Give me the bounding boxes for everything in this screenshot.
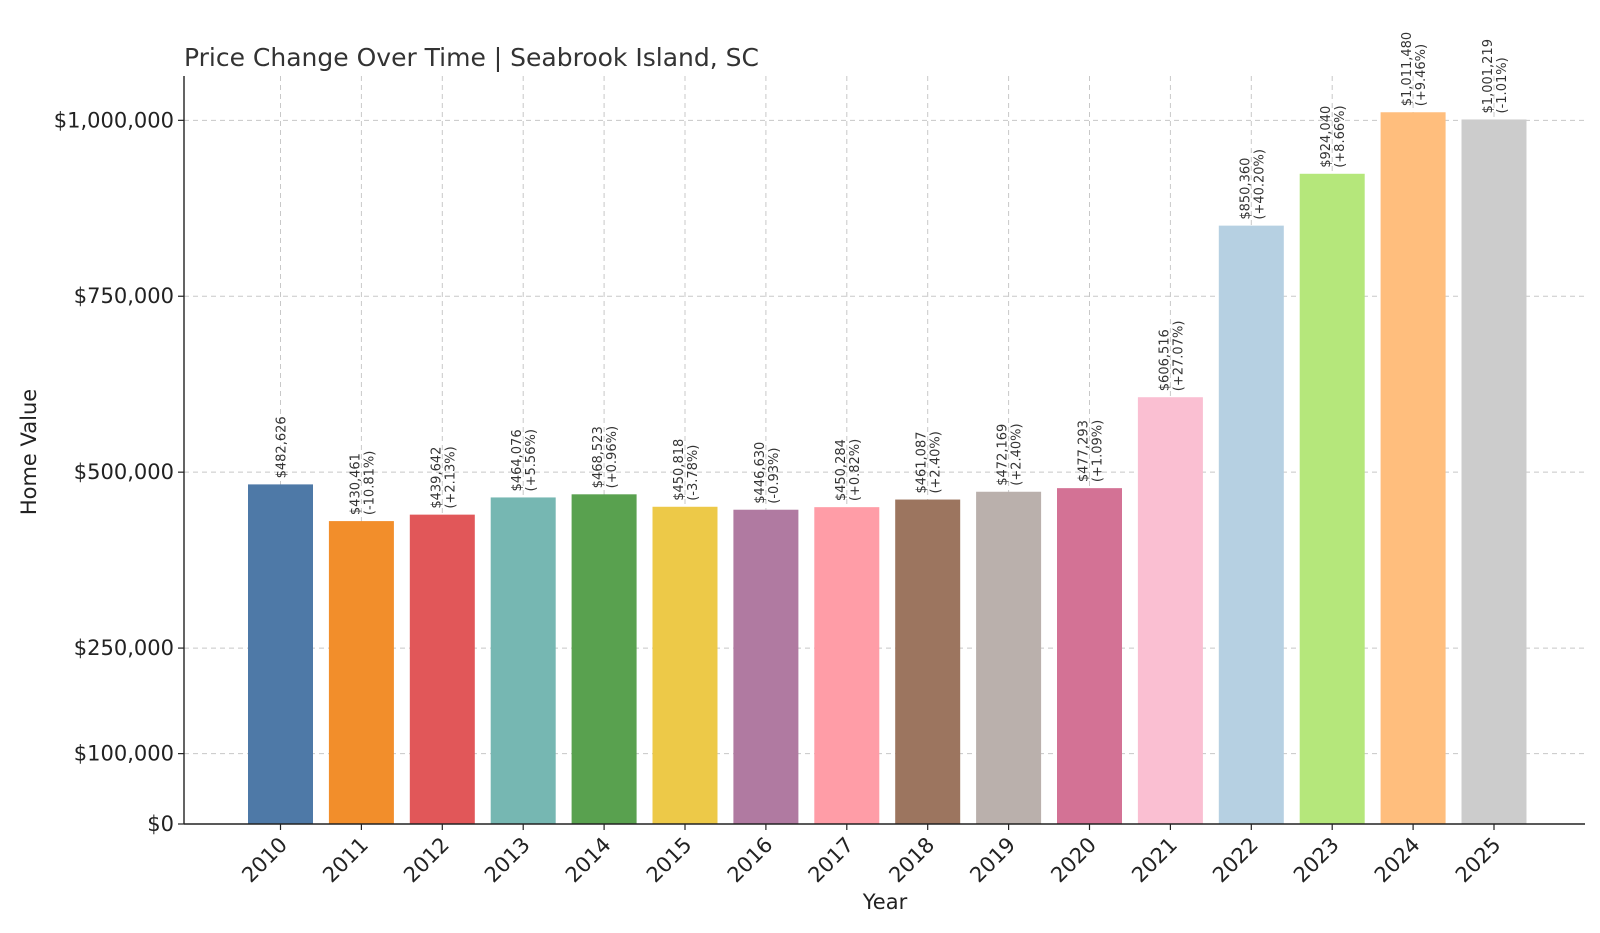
x-tick-label: 2024 xyxy=(1370,833,1425,888)
x-tick-label: 2014 xyxy=(561,833,616,888)
change-label: (-1.01%) xyxy=(1495,57,1510,113)
change-label: (+2.40%) xyxy=(929,431,944,493)
value-label: $924,040 xyxy=(1319,106,1334,168)
data-label-2019: $472,169 (+2.40%) xyxy=(996,423,1025,485)
bar-2021 xyxy=(1137,397,1203,824)
data-label-2011: $430,461 (-10.81%) xyxy=(348,451,377,515)
y-tick-labels: $0 $100,000 $250,000 $500,000 $750,000 $1,000… xyxy=(54,108,174,836)
change-label: (+5.56%) xyxy=(524,429,539,491)
bar-2018 xyxy=(895,499,961,824)
change-label: (-10.81%) xyxy=(362,451,377,515)
data-label-2012: $439,642 (+2.13%) xyxy=(429,446,458,508)
bar-2020 xyxy=(1057,488,1122,824)
bar-2022 xyxy=(1218,225,1284,824)
data-label-2017: $450,284 (+0.82%) xyxy=(834,439,863,501)
data-label-2022: $850,360 (+40.20%) xyxy=(1238,149,1267,220)
x-tick-label: 2019 xyxy=(965,833,1020,888)
value-label: $446,630 xyxy=(753,442,768,504)
change-label: (+9.46%) xyxy=(1414,44,1429,106)
bar-2016 xyxy=(733,509,799,824)
change-label: (-3.78%) xyxy=(686,445,701,501)
value-label: $477,293 xyxy=(1077,420,1092,482)
data-label-2018: $461,087 (+2.40%) xyxy=(915,431,944,493)
bar-2015 xyxy=(652,506,718,824)
data-label-2025: $1,001,219 (-1.01%) xyxy=(1481,39,1510,113)
value-label: $1,011,480 xyxy=(1400,32,1415,106)
bar-2012 xyxy=(409,514,475,824)
value-label: $439,642 xyxy=(429,447,444,509)
y-axis-label: Home Value xyxy=(17,389,41,515)
y-tick-label: $0 xyxy=(147,812,174,836)
x-axis-label: Year xyxy=(862,890,908,914)
x-tick-label: 2016 xyxy=(723,833,778,888)
data-label-2024: $1,011,480 (+9.46%) xyxy=(1400,32,1429,106)
value-label: $450,818 xyxy=(672,439,687,501)
y-tick-label: $250,000 xyxy=(74,636,174,660)
change-label: (+2.40%) xyxy=(1010,423,1025,485)
bar-2025 xyxy=(1461,119,1527,824)
x-tick-label: 2018 xyxy=(884,833,939,888)
y-tick-label: $1,000,000 xyxy=(54,108,174,132)
data-labels: $482,626 $430,461 (-10.81%) $439,642 (+2.13%… xyxy=(275,32,1511,515)
bar-2011 xyxy=(328,521,394,824)
axes xyxy=(178,76,1585,830)
bar-2024 xyxy=(1380,112,1446,824)
x-tick-label: 2010 xyxy=(237,833,292,888)
change-label: (+8.66%) xyxy=(1333,105,1348,167)
value-label: $482,626 xyxy=(275,416,290,478)
value-label: $468,523 xyxy=(591,426,606,488)
data-label-2014: $468,523 (+0.96%) xyxy=(591,426,620,488)
x-tick-label: 2023 xyxy=(1289,833,1344,888)
bar-2023 xyxy=(1299,173,1365,824)
change-label: (+2.13%) xyxy=(443,446,458,508)
y-tick-label: $500,000 xyxy=(74,460,174,484)
value-label: $430,461 xyxy=(348,453,363,515)
data-label-2013: $464,076 (+5.56%) xyxy=(510,429,539,491)
value-label: $461,087 xyxy=(915,432,930,494)
data-label-2010: $482,626 xyxy=(275,416,290,478)
gridlines xyxy=(184,76,1585,824)
data-label-2021: $606,516 (+27.07%) xyxy=(1157,321,1186,392)
y-tick-label: $100,000 xyxy=(74,742,174,766)
value-label: $1,001,219 xyxy=(1481,39,1496,113)
bar-2019 xyxy=(976,491,1042,824)
value-label: $472,169 xyxy=(996,424,1011,486)
x-tick-labels: 2010 2011 2012 2013 2014 2015 2016 2017 2018 2019… xyxy=(237,833,1505,888)
x-tick-label: 2012 xyxy=(399,833,454,888)
change-label: (+0.96%) xyxy=(605,426,620,488)
value-label: $464,076 xyxy=(510,429,525,491)
value-label: $850,360 xyxy=(1238,158,1253,220)
change-label: (+40.20%) xyxy=(1252,149,1267,220)
bar-2014 xyxy=(571,494,637,824)
x-tick-label: 2021 xyxy=(1127,833,1182,888)
data-label-2016: $446,630 (-0.93%) xyxy=(753,442,782,504)
y-tick-label: $750,000 xyxy=(74,284,174,308)
x-tick-label: 2015 xyxy=(642,833,697,888)
data-label-2015: $450,818 (-3.78%) xyxy=(672,439,701,501)
x-tick-label: 2025 xyxy=(1451,833,1506,888)
data-label-2020: $477,293 (+1.09%) xyxy=(1077,420,1106,482)
chart-title: Price Change Over Time | Seabrook Island… xyxy=(184,43,759,72)
bar-2010 xyxy=(248,484,313,824)
x-tick-label: 2013 xyxy=(480,833,535,888)
bars xyxy=(248,112,1527,824)
bar-2017 xyxy=(814,507,880,824)
x-tick-label: 2017 xyxy=(804,833,859,888)
x-tick-label: 2020 xyxy=(1046,833,1101,888)
x-tick-label: 2022 xyxy=(1208,833,1263,888)
bar-2013 xyxy=(490,497,556,824)
change-label: (+0.82%) xyxy=(848,439,863,501)
change-label: (+27.07%) xyxy=(1171,321,1186,392)
change-label: (+1.09%) xyxy=(1091,420,1106,482)
value-label: $606,516 xyxy=(1157,329,1172,391)
data-label-2023: $924,040 (+8.66%) xyxy=(1319,105,1348,167)
value-label: $450,284 xyxy=(834,439,849,501)
x-tick-label: 2011 xyxy=(318,833,373,888)
change-label: (-0.93%) xyxy=(767,448,782,504)
